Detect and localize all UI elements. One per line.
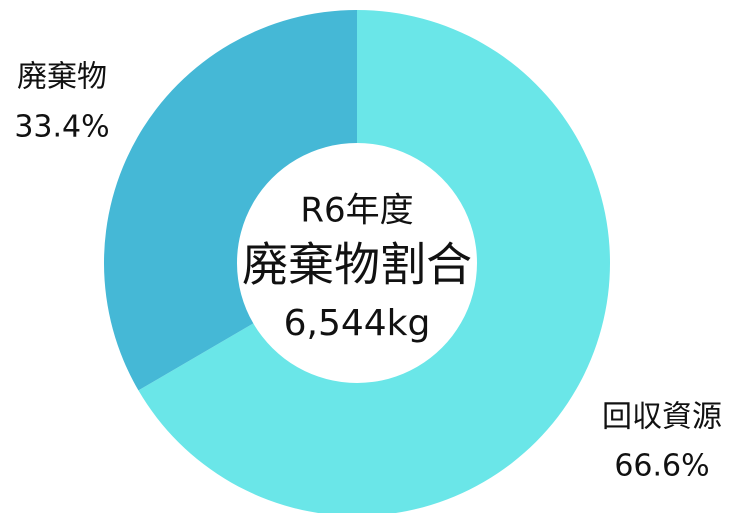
center-total: 6,544kg	[284, 303, 431, 344]
center-title: 廃棄物割合	[242, 238, 472, 292]
slices	[103, 10, 610, 513]
donut-slice	[138, 10, 610, 513]
donut-slice	[103, 10, 358, 391]
slice-value-label: 33.4%	[14, 110, 109, 145]
slice-value-label: 66.6%	[614, 449, 709, 484]
slice-label: 回収資源	[602, 400, 722, 435]
center-subtitle: R6年度	[300, 191, 413, 231]
slice-label: 廃棄物	[17, 60, 107, 95]
